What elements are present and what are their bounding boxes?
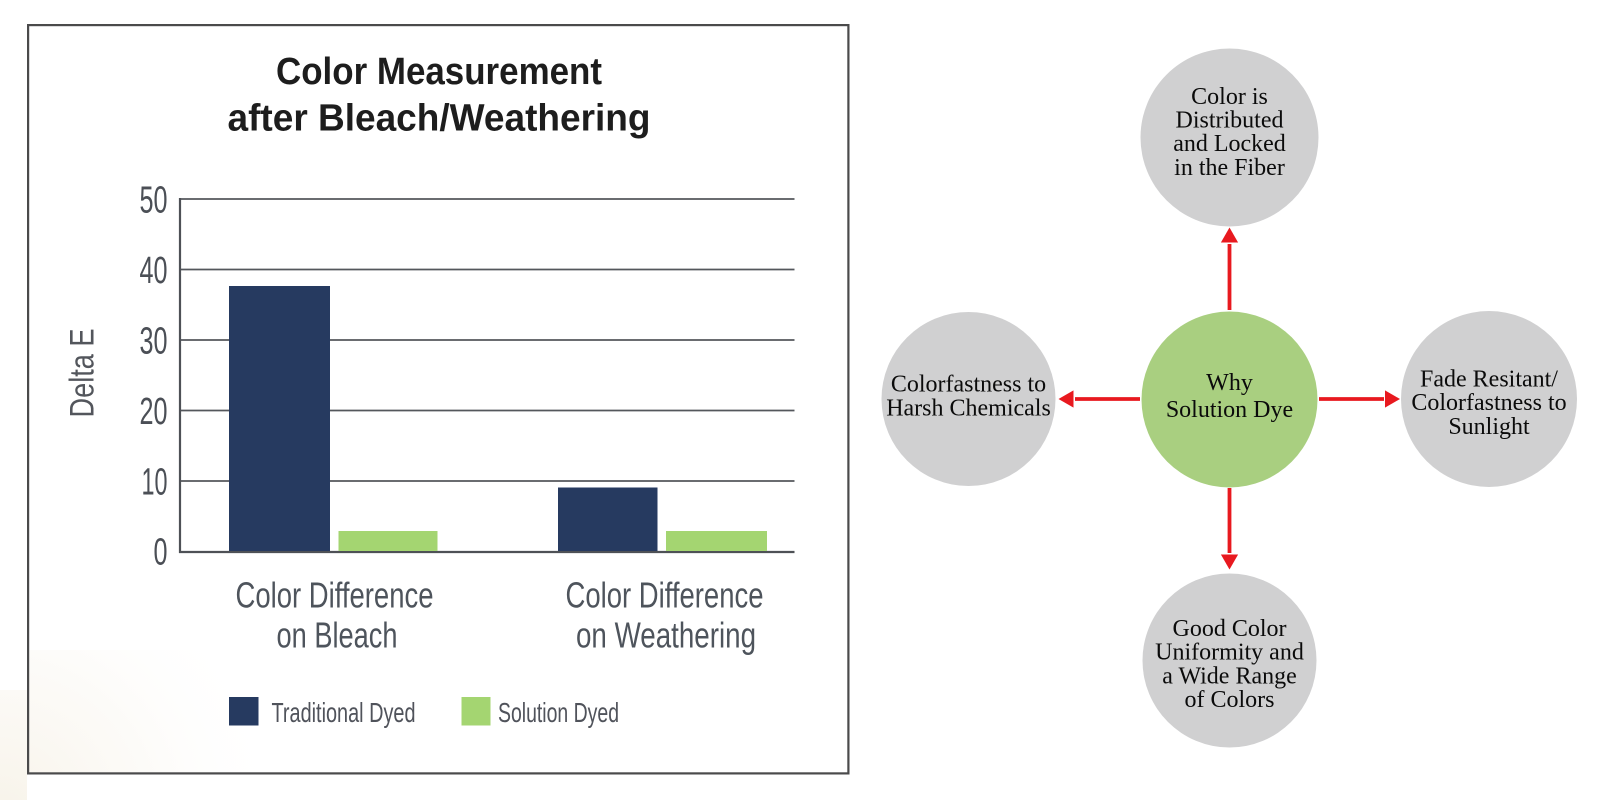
svg-text:30: 30 xyxy=(140,321,168,363)
svg-text:50: 50 xyxy=(140,180,168,222)
svg-text:Sunlight: Sunlight xyxy=(1448,414,1530,440)
svg-text:Harsh Chemicals: Harsh Chemicals xyxy=(886,395,1051,421)
svg-text:Fade Resitant/: Fade Resitant/ xyxy=(1420,366,1558,392)
svg-text:Delta E: Delta E xyxy=(64,329,102,418)
svg-text:Color Difference: Color Difference xyxy=(566,575,764,616)
svg-text:Solution Dyed: Solution Dyed xyxy=(498,697,619,728)
svg-text:of Colors: of Colors xyxy=(1185,687,1275,713)
svg-text:Good Color: Good Color xyxy=(1173,616,1287,642)
svg-text:Color Measurement: Color Measurement xyxy=(276,51,602,93)
svg-text:Distributed: Distributed xyxy=(1176,108,1284,134)
svg-text:Why: Why xyxy=(1206,370,1253,396)
svg-text:a Wide Range: a Wide Range xyxy=(1162,663,1297,689)
svg-text:20: 20 xyxy=(140,391,168,433)
svg-text:Colorfastness to: Colorfastness to xyxy=(1411,390,1566,416)
svg-text:Uniformity and: Uniformity and xyxy=(1155,640,1304,666)
svg-text:after Bleach/Weathering: after Bleach/Weathering xyxy=(228,98,651,140)
svg-text:Color is: Color is xyxy=(1191,84,1268,110)
svg-text:on Weathering: on Weathering xyxy=(576,615,756,656)
svg-text:in the Fiber: in the Fiber xyxy=(1174,155,1285,181)
svg-text:10: 10 xyxy=(142,462,168,504)
svg-text:40: 40 xyxy=(140,250,168,292)
svg-text:Solution Dye: Solution Dye xyxy=(1166,397,1293,423)
svg-text:Colorfastness to: Colorfastness to xyxy=(891,371,1046,397)
svg-text:Color Difference: Color Difference xyxy=(236,575,434,616)
svg-text:Traditional Dyed: Traditional Dyed xyxy=(272,697,416,728)
svg-text:0: 0 xyxy=(154,532,168,574)
svg-text:on Bleach: on Bleach xyxy=(277,615,398,656)
svg-text:and Locked: and Locked xyxy=(1173,131,1286,157)
